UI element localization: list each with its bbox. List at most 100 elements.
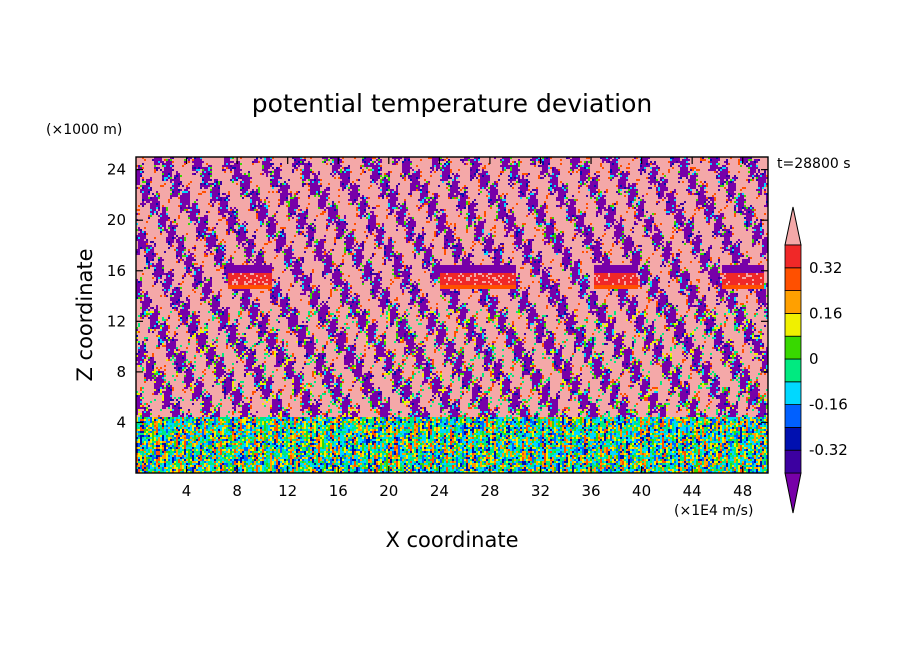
field-cell bbox=[266, 171, 268, 173]
field-cell bbox=[172, 187, 174, 189]
field-cell bbox=[612, 163, 614, 165]
field-cell bbox=[472, 205, 474, 207]
field-cell bbox=[382, 229, 384, 231]
field-cell bbox=[354, 199, 356, 201]
field-cell bbox=[256, 199, 258, 201]
field-cell bbox=[624, 173, 626, 175]
field-cell bbox=[674, 215, 676, 217]
field-cell bbox=[188, 215, 190, 217]
field-cell bbox=[592, 189, 594, 191]
field-cell bbox=[302, 171, 304, 173]
field-cell bbox=[196, 161, 198, 163]
field-cell bbox=[168, 173, 170, 175]
field-cell bbox=[712, 159, 714, 161]
field-cell bbox=[680, 229, 682, 231]
field-cell bbox=[682, 163, 684, 165]
field-cell bbox=[472, 177, 474, 179]
field-cell bbox=[658, 185, 660, 187]
field-cell bbox=[170, 163, 172, 165]
field-cell bbox=[672, 199, 674, 201]
field-cell bbox=[314, 193, 316, 195]
field-cell bbox=[396, 197, 398, 199]
field-cell bbox=[302, 163, 304, 165]
field-cell bbox=[196, 207, 198, 209]
field-cell bbox=[504, 167, 506, 169]
field-cell bbox=[744, 205, 746, 207]
field-cell bbox=[146, 179, 148, 181]
field-cell bbox=[326, 195, 328, 197]
field-cell bbox=[358, 185, 360, 187]
field-cell bbox=[642, 165, 644, 167]
field-cell bbox=[246, 191, 248, 193]
field-cell bbox=[328, 203, 330, 205]
field-cell bbox=[426, 187, 428, 189]
field-cell bbox=[370, 169, 372, 171]
field-cell bbox=[402, 223, 404, 225]
field-cell bbox=[572, 159, 574, 161]
field-cell bbox=[466, 187, 468, 189]
field-cell bbox=[172, 195, 174, 197]
field-cell bbox=[642, 201, 644, 203]
field-cell bbox=[754, 221, 756, 223]
field-cell bbox=[252, 189, 254, 191]
field-cell bbox=[672, 227, 674, 229]
field-cell bbox=[268, 223, 270, 225]
field-cell bbox=[306, 209, 308, 211]
field-cell bbox=[726, 189, 728, 191]
field-cell bbox=[226, 163, 228, 165]
field-cell bbox=[464, 207, 466, 209]
field-cell bbox=[266, 205, 268, 207]
field-cell bbox=[702, 183, 704, 185]
field-cell bbox=[650, 167, 652, 169]
field-cell bbox=[400, 205, 402, 207]
field-cell bbox=[540, 211, 542, 213]
field-cell bbox=[196, 211, 198, 213]
field-cell bbox=[404, 205, 406, 207]
field-cell bbox=[470, 177, 472, 179]
field-cell bbox=[244, 181, 246, 183]
field-cell bbox=[444, 229, 446, 231]
field-cell bbox=[336, 211, 338, 213]
field-cell bbox=[248, 187, 250, 189]
field-cell bbox=[388, 173, 390, 175]
field-cell bbox=[296, 199, 298, 201]
field-cell bbox=[498, 205, 500, 207]
field-cell bbox=[164, 175, 166, 177]
field-cell bbox=[234, 207, 236, 209]
field-cell bbox=[202, 191, 204, 193]
field-cell bbox=[556, 179, 558, 181]
field-cell bbox=[396, 229, 398, 231]
field-cell bbox=[564, 187, 566, 189]
field-cell bbox=[666, 211, 668, 213]
field-cell bbox=[614, 175, 616, 177]
field-cell bbox=[502, 207, 504, 209]
field-cell bbox=[648, 163, 650, 165]
field-cell bbox=[614, 173, 616, 175]
field-cell bbox=[276, 191, 278, 193]
field-cell bbox=[382, 197, 384, 199]
field-cell bbox=[486, 195, 488, 197]
field-cell bbox=[564, 191, 566, 193]
field-cell bbox=[336, 223, 338, 225]
field-cell bbox=[522, 195, 524, 197]
field-cell bbox=[676, 193, 678, 195]
field-cell bbox=[252, 193, 254, 195]
field-cell bbox=[472, 159, 474, 161]
field-cell bbox=[476, 165, 478, 167]
field-cell bbox=[682, 207, 684, 209]
field-cell bbox=[478, 189, 480, 191]
field-cell bbox=[582, 171, 584, 173]
field-cell bbox=[726, 181, 728, 183]
field-cell bbox=[168, 159, 170, 161]
field-cell bbox=[282, 227, 284, 229]
field-cell bbox=[208, 165, 210, 167]
field-cell bbox=[268, 161, 270, 163]
field-cell bbox=[552, 223, 554, 225]
field-cell bbox=[168, 217, 170, 219]
field-cell bbox=[368, 187, 370, 189]
field-cell bbox=[482, 169, 484, 171]
field-cell bbox=[628, 203, 630, 205]
field-cell bbox=[330, 207, 332, 209]
field-cell bbox=[712, 161, 714, 163]
field-cell bbox=[278, 177, 280, 179]
